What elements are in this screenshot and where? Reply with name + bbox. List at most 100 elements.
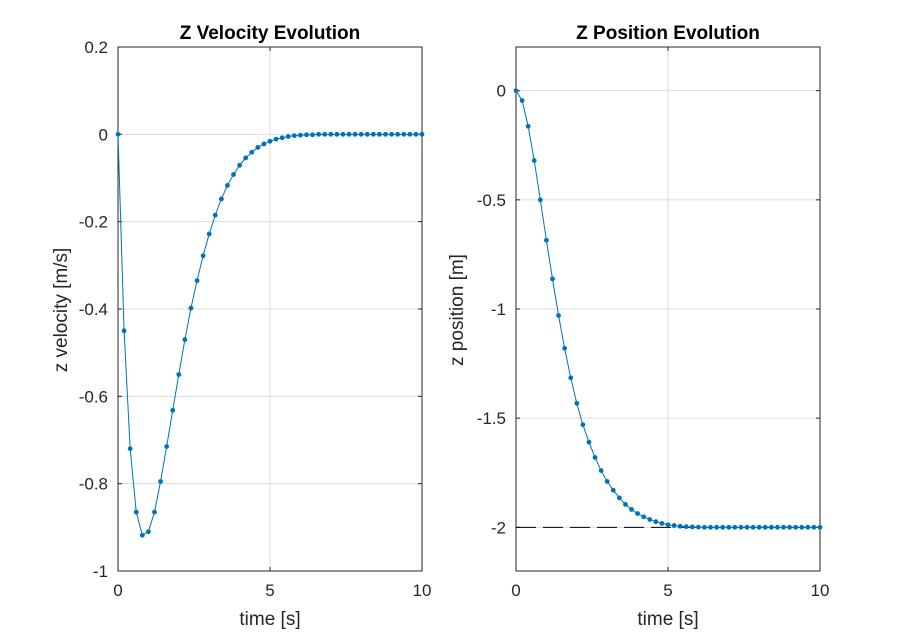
position-y-tick-label-4: -2 xyxy=(491,518,506,537)
position-data-point xyxy=(556,313,561,318)
velocity-data-point xyxy=(419,131,425,137)
position-data-point xyxy=(580,422,586,428)
velocity-data-point xyxy=(340,131,346,137)
position-x-tick-label-0: 0 xyxy=(511,581,520,600)
velocity-data-point xyxy=(127,446,133,452)
position-data-point xyxy=(775,524,780,530)
velocity-data-point xyxy=(225,183,230,188)
position-data-point xyxy=(537,197,543,203)
position-data-point xyxy=(708,524,713,530)
position-data-point xyxy=(762,524,768,530)
position-data-point xyxy=(525,123,531,129)
position-data-point xyxy=(805,524,811,530)
position-data-point xyxy=(623,502,628,507)
velocity-data-point xyxy=(279,135,285,141)
position-data-point xyxy=(653,519,659,525)
position-data-point xyxy=(756,524,762,530)
velocity-data-point xyxy=(121,328,127,334)
position-subplot: 0 5 10 0 -0.5 -1 -1.5 -2 Z Position Evolution t… xyxy=(447,23,829,630)
velocity-data-point xyxy=(139,532,145,538)
velocity-data-point xyxy=(322,131,328,137)
position-data-point xyxy=(768,524,774,530)
velocity-data-point xyxy=(389,131,394,137)
velocity-data-point xyxy=(267,138,273,144)
velocity-x-tick-label-2: 10 xyxy=(413,581,432,600)
velocity-y-tick-label-0: 0.2 xyxy=(84,38,108,57)
position-data-point xyxy=(574,400,580,406)
velocity-data-point xyxy=(377,131,382,137)
position-data-point xyxy=(689,524,695,530)
velocity-y-tick-label-6: -1 xyxy=(93,562,108,581)
position-data-point xyxy=(738,524,744,530)
position-data-point xyxy=(647,517,653,522)
velocity-data-point xyxy=(395,131,401,137)
position-y-tick-label-1: -0.5 xyxy=(477,191,506,210)
velocity-data-point xyxy=(273,136,279,142)
velocity-data-point xyxy=(291,133,297,139)
velocity-data-point xyxy=(255,145,261,150)
velocity-data-point xyxy=(304,132,309,138)
position-data-point xyxy=(726,524,732,530)
position-y-tick-label-0: 0 xyxy=(497,82,506,101)
velocity-y-tick-label-1: 0 xyxy=(99,125,108,144)
velocity-data-point xyxy=(383,131,388,137)
velocity-data-point xyxy=(370,131,376,137)
velocity-data-point xyxy=(364,131,370,137)
velocity-plot-area: 0 5 10 0.2 0 -0.2 -0.4 -0.6 -0.8 -1 xyxy=(79,38,432,600)
position-y-tick-label-2: -1 xyxy=(491,300,506,319)
velocity-title: Z Velocity Evolution xyxy=(180,23,361,44)
position-data-point xyxy=(513,88,519,94)
velocity-x-tick-label-1: 5 xyxy=(265,581,274,600)
velocity-data-point xyxy=(328,131,334,137)
velocity-data-point xyxy=(413,131,419,137)
velocity-data-point xyxy=(146,529,151,535)
position-data-point xyxy=(793,524,799,530)
velocity-data-point xyxy=(158,479,163,484)
velocity-data-point xyxy=(176,372,182,377)
position-data-point xyxy=(799,524,805,530)
velocity-data-point xyxy=(285,134,291,139)
velocity-data-point xyxy=(346,131,352,137)
position-data-point xyxy=(817,524,823,530)
velocity-data-point xyxy=(206,231,212,237)
velocity-data-point xyxy=(152,509,157,515)
position-data-point xyxy=(671,523,677,528)
velocity-data-point xyxy=(334,131,340,137)
position-data-point xyxy=(550,276,555,282)
position-data-point xyxy=(750,524,756,530)
position-data-point xyxy=(811,524,817,530)
velocity-data-point xyxy=(298,132,303,138)
position-data-point xyxy=(592,455,598,460)
velocity-x-axis-label: time [s] xyxy=(239,609,300,630)
position-data-point xyxy=(677,523,683,529)
position-data-point xyxy=(732,524,738,530)
velocity-data-point xyxy=(182,337,188,342)
position-data-point xyxy=(641,514,647,520)
position-x-tick-label-1: 5 xyxy=(663,581,672,600)
velocity-y-tick-label-4: -0.6 xyxy=(79,387,108,406)
position-data-point xyxy=(787,524,792,530)
position-x-axis-label: time [s] xyxy=(637,609,698,630)
position-data-point xyxy=(635,511,640,516)
velocity-data-point xyxy=(170,407,176,413)
position-data-point xyxy=(665,522,671,528)
position-data-point xyxy=(598,468,604,473)
velocity-data-point xyxy=(237,162,243,168)
position-data-point xyxy=(586,439,592,445)
position-data-point xyxy=(659,521,665,526)
velocity-data-point xyxy=(243,155,249,161)
position-data-point xyxy=(568,375,574,381)
velocity-data-point xyxy=(212,212,218,218)
position-data-point xyxy=(683,524,689,530)
position-data-point xyxy=(744,524,750,530)
position-x-tick-label-2: 10 xyxy=(811,581,830,600)
velocity-data-point xyxy=(310,132,315,138)
velocity-data-point xyxy=(352,131,358,137)
position-data-point xyxy=(610,487,616,493)
position-data-point xyxy=(781,524,786,530)
velocity-x-tick-label-0: 0 xyxy=(113,581,122,600)
position-data-point xyxy=(720,524,726,530)
velocity-data-point xyxy=(218,196,224,202)
velocity-data-point xyxy=(231,172,236,177)
velocity-data-point xyxy=(115,131,121,137)
